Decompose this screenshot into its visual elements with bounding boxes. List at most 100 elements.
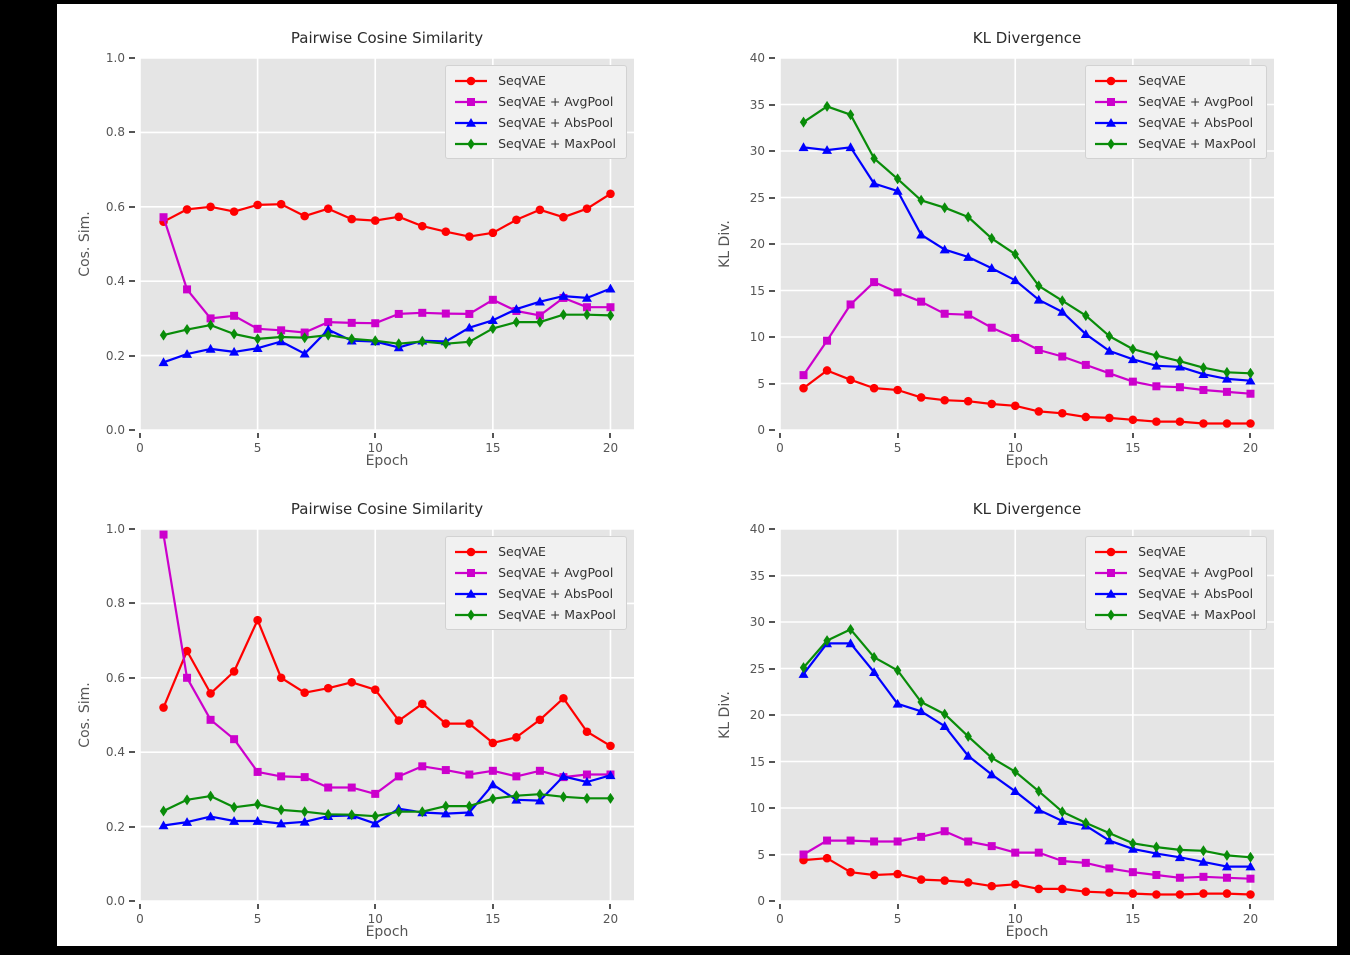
chart-kl-divergence-bottom: KL Divergence KL Div. Epoch SeqVAE SeqVAE… xyxy=(697,475,1337,946)
y-tick-label: 0.0 xyxy=(105,423,125,437)
y-tick-label: 0.4 xyxy=(105,274,125,289)
y-tick-label: 30 xyxy=(749,615,765,629)
series-markers xyxy=(799,827,1255,883)
diamond-marker-icon xyxy=(455,609,488,620)
x-tick-mark xyxy=(1014,904,1017,909)
series-line xyxy=(162,619,612,747)
diamond-marker-icon xyxy=(455,138,488,149)
y-tick-label: 30 xyxy=(749,144,765,158)
series-markers xyxy=(158,283,616,367)
y-tick-mark xyxy=(129,825,135,828)
y-tick-mark xyxy=(769,760,775,763)
x-tick-label: 10 xyxy=(367,441,383,455)
y-tick-mark xyxy=(769,289,775,292)
y-tick-mark xyxy=(129,900,135,902)
y-tick-label: 40 xyxy=(749,522,765,536)
plot-area: SeqVAE SeqVAE + AvgPool SeqVAE + AbsPool Se… xyxy=(140,58,634,430)
y-tick-mark xyxy=(769,807,775,809)
legend-item: SeqVAE + MaxPool xyxy=(453,134,616,153)
y-tick-label: 15 xyxy=(749,283,765,298)
y-tick-mark xyxy=(129,280,135,283)
chart-kl-divergence-top: KL Divergence KL Div. Epoch SeqVAE SeqVAE… xyxy=(697,4,1337,475)
plot-svg xyxy=(140,529,634,901)
y-tick-mark xyxy=(769,528,775,530)
chart-title: KL Divergence xyxy=(972,29,1082,47)
circle-marker-icon xyxy=(455,547,488,556)
circle-marker-icon xyxy=(1095,76,1128,85)
y-tick-mark xyxy=(129,205,135,208)
y-axis-label: Cos. Sim. xyxy=(77,211,93,277)
chart-title: Pairwise Cosine Similarity xyxy=(290,500,484,518)
x-axis-label: Epoch xyxy=(365,453,409,469)
y-tick-mark xyxy=(769,336,775,338)
legend-item: SeqVAE + AvgPool xyxy=(1093,563,1256,582)
legend-item: SeqVAE + AbsPool xyxy=(1093,113,1256,132)
legend-item: SeqVAE + MaxPool xyxy=(453,605,616,624)
y-tick-label: 5 xyxy=(757,376,765,391)
legend-item: SeqVAE + AvgPool xyxy=(1093,92,1256,111)
y-tick-label: 0.0 xyxy=(105,894,125,908)
legend-label: SeqVAE + MaxPool xyxy=(1138,136,1256,151)
series-line xyxy=(163,793,611,818)
y-axis-label: Cos. Sim. xyxy=(77,682,93,748)
y-tick-mark xyxy=(129,602,135,605)
x-axis-label: Epoch xyxy=(1005,924,1049,940)
y-tick-mark xyxy=(769,853,775,856)
y-tick-label: 0.6 xyxy=(105,199,125,214)
square-marker-icon xyxy=(455,568,488,577)
legend-item: SeqVAE + AvgPool xyxy=(453,92,616,111)
series-line xyxy=(163,774,611,827)
series-line xyxy=(803,146,1251,382)
x-tick-mark xyxy=(1014,433,1017,438)
x-tick-mark xyxy=(256,433,259,438)
y-tick-mark xyxy=(129,57,135,59)
chart-title: Pairwise Cosine Similarity xyxy=(290,29,484,47)
x-tick-label: 0 xyxy=(776,912,784,926)
circle-marker-icon xyxy=(1095,547,1128,556)
legend-label: SeqVAE xyxy=(1138,73,1186,88)
legend-label: SeqVAE xyxy=(1138,544,1186,559)
chart-title: KL Divergence xyxy=(972,500,1082,518)
chart-cosine-similarity-bottom: Pairwise Cosine Similarity Cos. Sim. Epo… xyxy=(57,475,697,946)
y-tick-label: 1.0 xyxy=(105,522,125,536)
x-axis-label: Epoch xyxy=(1005,453,1049,469)
x-tick-label: 20 xyxy=(602,441,619,455)
y-tick-label: 0 xyxy=(757,894,765,908)
series-markers xyxy=(799,853,1255,899)
y-tick-label: 25 xyxy=(749,661,765,676)
legend-label: SeqVAE + AvgPool xyxy=(498,94,614,109)
circle-marker-icon xyxy=(455,76,488,85)
legend-label: SeqVAE + AbsPool xyxy=(498,586,614,601)
series-line xyxy=(802,628,1251,859)
x-tick-label: 10 xyxy=(367,912,383,926)
legend: SeqVAE SeqVAE + AvgPool SeqVAE + AbsPool Se… xyxy=(1085,536,1267,630)
legend-item: SeqVAE + AbsPool xyxy=(453,113,616,132)
y-tick-label: 10 xyxy=(749,801,765,815)
x-tick-mark xyxy=(256,904,259,909)
legend: SeqVAE SeqVAE + AvgPool SeqVAE + AbsPool Se… xyxy=(1085,65,1267,159)
x-tick-label: 20 xyxy=(602,912,619,926)
series-markers xyxy=(799,623,1255,863)
y-tick-mark xyxy=(769,196,775,199)
x-tick-mark xyxy=(609,904,612,909)
x-tick-mark xyxy=(896,904,899,909)
series-markers xyxy=(798,638,1256,871)
y-tick-mark xyxy=(769,57,775,59)
legend-item: SeqVAE + MaxPool xyxy=(1093,134,1256,153)
series-line xyxy=(802,281,1251,395)
legend-label: SeqVAE + MaxPool xyxy=(1138,607,1256,622)
series-line xyxy=(802,105,1251,375)
x-tick-mark xyxy=(1249,904,1252,909)
x-tick-mark xyxy=(374,433,377,438)
y-tick-mark xyxy=(129,676,135,679)
series-markers xyxy=(159,189,615,241)
legend-label: SeqVAE xyxy=(498,544,546,559)
y-tick-mark xyxy=(769,574,775,577)
x-tick-label: 10 xyxy=(1007,441,1023,455)
y-tick-label: 0.8 xyxy=(105,596,125,611)
chart-cosine-similarity-top: Pairwise Cosine Similarity Cos. Sim. Epo… xyxy=(57,4,697,475)
legend-label: SeqVAE + MaxPool xyxy=(498,136,616,151)
triangle-marker-icon xyxy=(1095,117,1128,127)
y-tick-label: 10 xyxy=(749,330,765,344)
series-markers xyxy=(159,213,615,337)
